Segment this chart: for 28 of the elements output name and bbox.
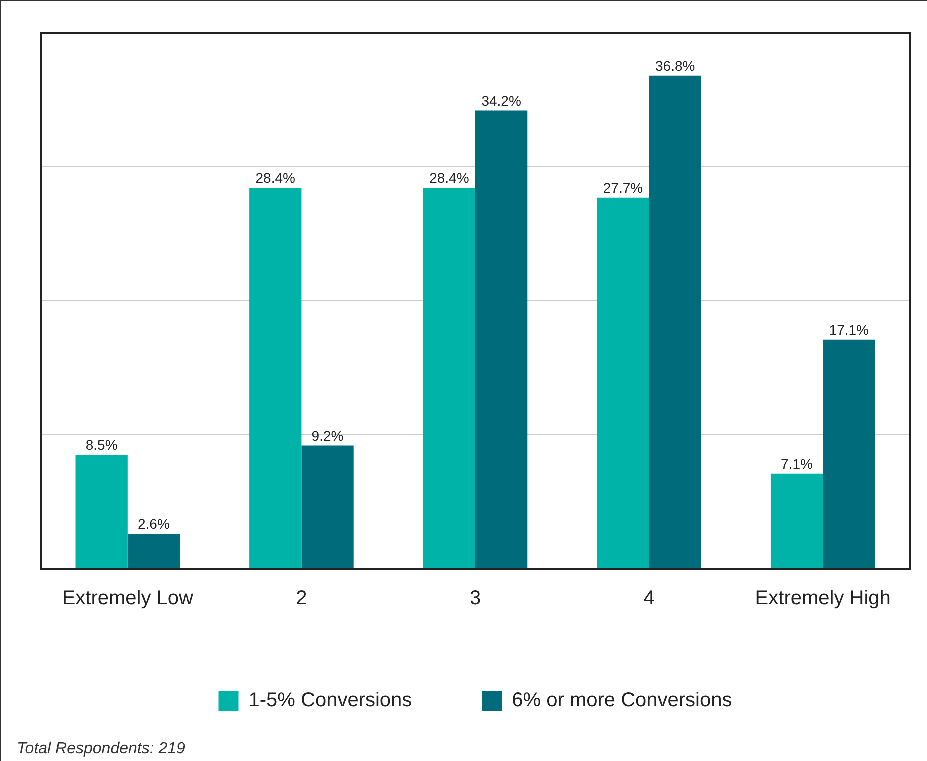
bar [597,198,650,568]
data-label: 8.5% [86,437,118,454]
data-label: 9.2% [312,428,344,444]
x-tick-label: Extremely Low [62,588,194,610]
legend-label: 1-5% Conversions [248,690,412,712]
bar [128,534,180,568]
bar [649,76,702,568]
data-label: 28.4% [430,170,470,186]
bar [823,340,876,568]
bar [476,110,528,568]
bar [423,188,476,568]
data-label: 7.1% [781,456,813,472]
data-label: 27.7% [603,180,644,196]
bar [770,474,824,568]
data-label: 36.8% [656,58,696,74]
bar [250,188,302,568]
data-label: 34.2% [482,92,522,109]
bar [302,446,354,568]
x-tick-label: 4 [644,588,655,610]
x-tick-label: 3 [470,588,482,610]
data-label: 17.1% [829,322,870,338]
text: Total Respondents: 219 [17,740,186,758]
legend-label: 6% or more Conversions [512,690,732,712]
x-tick-label: Extremely High [755,588,891,610]
bar [76,455,128,568]
data-label: 28.4% [256,170,296,186]
data-label: 2.6% [138,516,170,532]
x-tick-label: 2 [296,588,308,610]
